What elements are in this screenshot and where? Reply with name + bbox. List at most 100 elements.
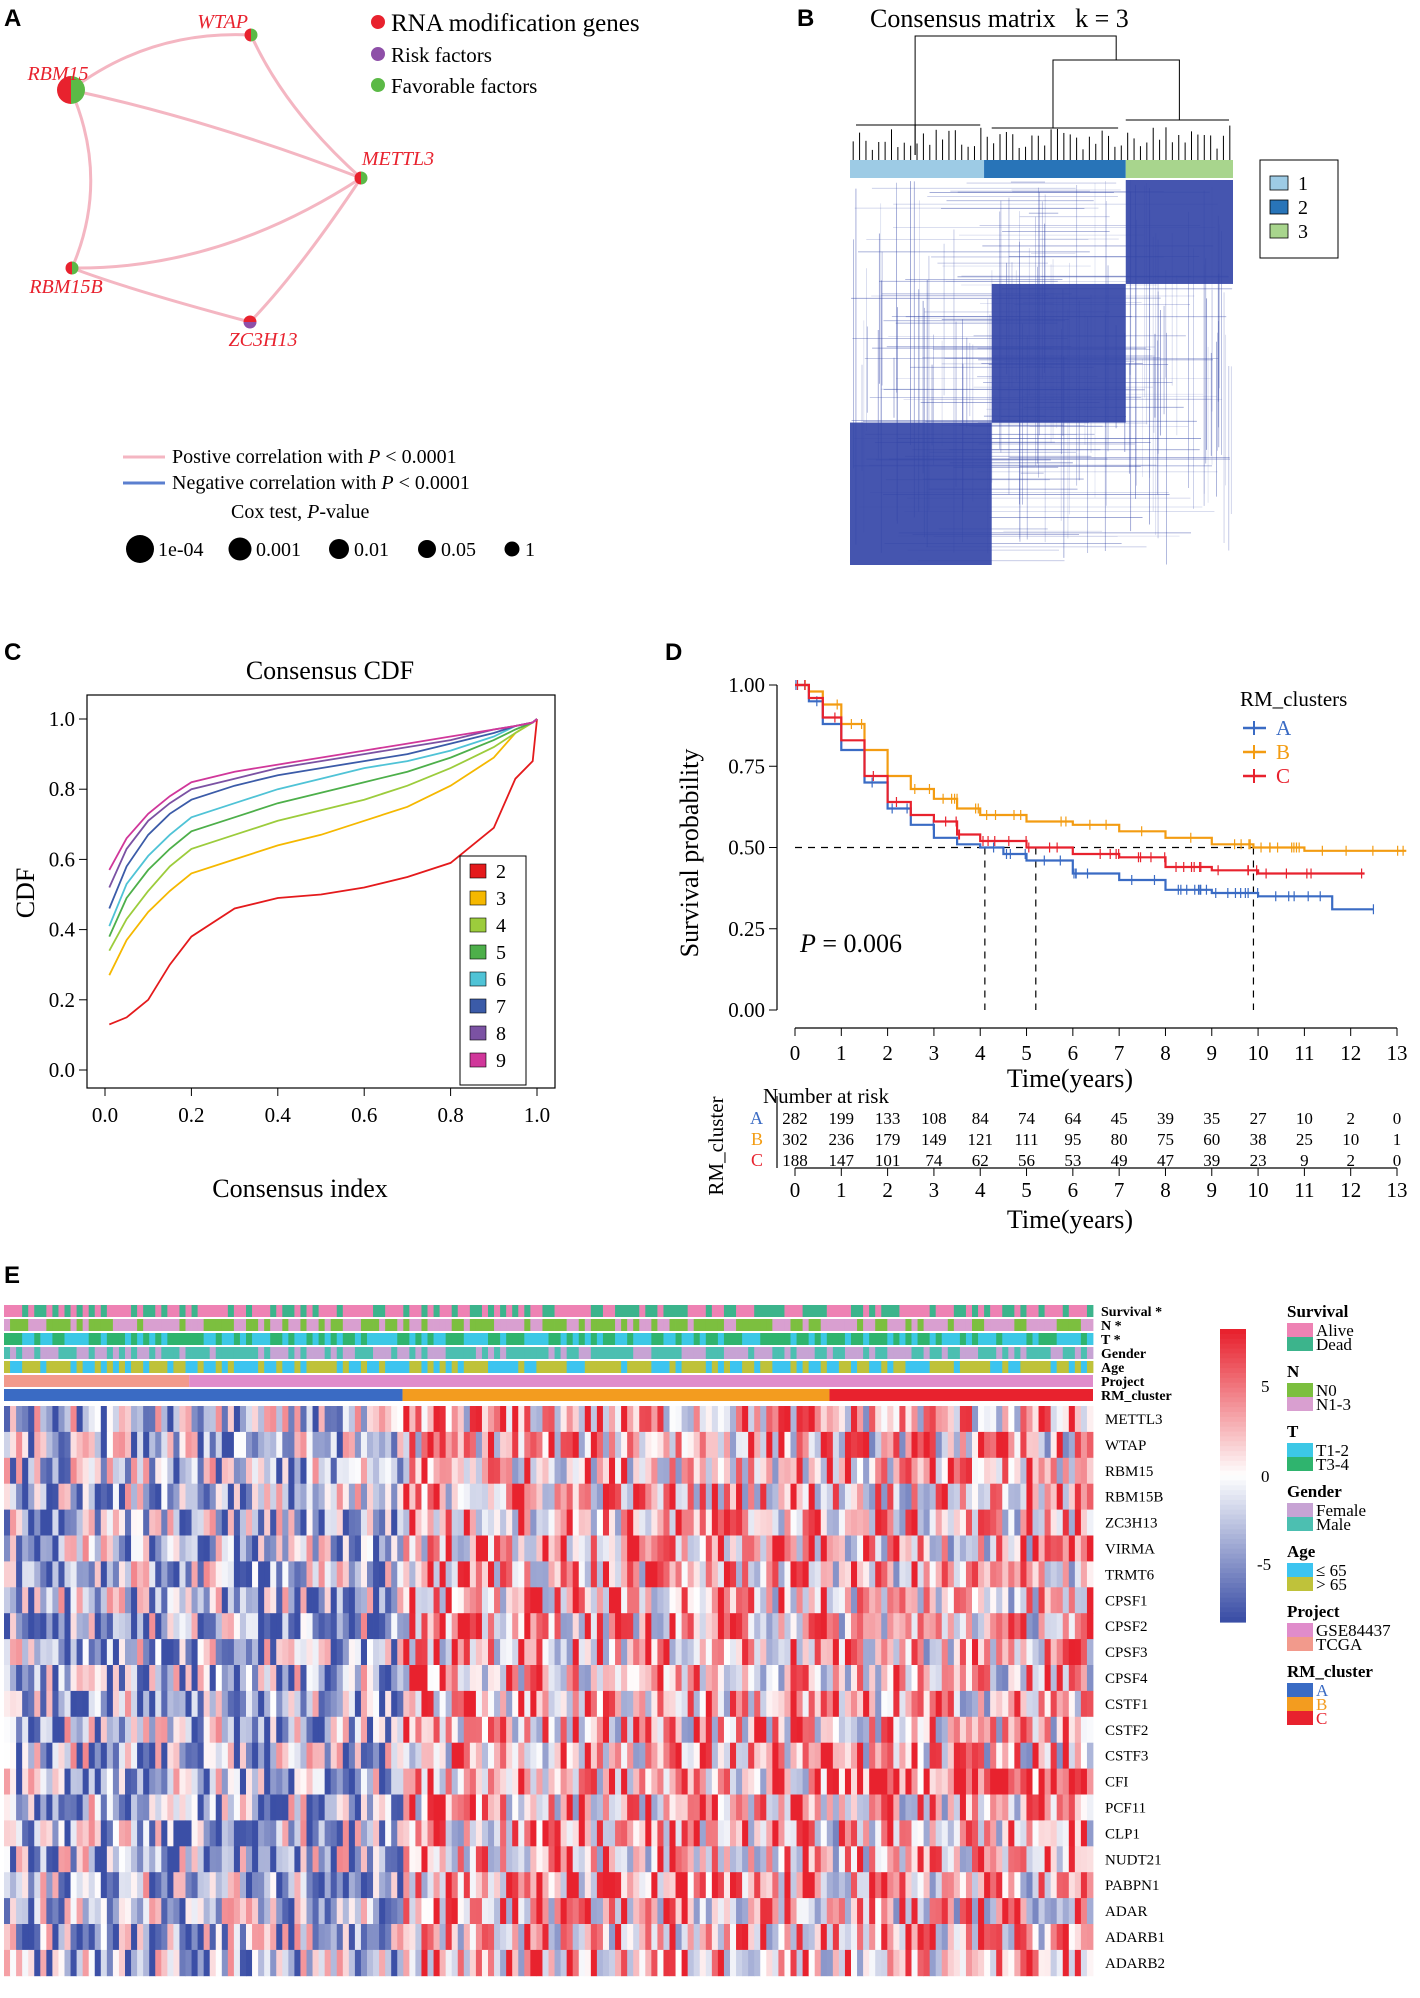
heatmap-cell — [1020, 1561, 1027, 1588]
heatmap-cell — [566, 1483, 574, 1510]
heatmap-cell — [475, 1457, 483, 1485]
heatmap-cell — [832, 1561, 840, 1588]
heatmap-cell — [1080, 1639, 1088, 1666]
heatmap-cell — [802, 1431, 810, 1459]
heatmap-cell — [469, 1820, 477, 1847]
heatmap-cell — [270, 1639, 277, 1666]
annotation-cell — [639, 1333, 646, 1345]
heatmap-cell — [584, 1431, 592, 1459]
annotation-cell — [1032, 1305, 1039, 1317]
heatmap-cell — [239, 1742, 247, 1769]
annotation-cell — [94, 1333, 102, 1345]
heatmap-cell — [723, 1561, 731, 1588]
annotation-cell — [494, 1319, 501, 1331]
heatmap-cell — [64, 1768, 71, 1795]
heatmap-cell — [294, 1535, 301, 1562]
annotation-cell — [360, 1347, 368, 1359]
heatmap-cell — [34, 1846, 41, 1873]
heatmap-cell — [814, 1406, 822, 1433]
heatmap-cell — [270, 1820, 277, 1847]
heatmap-cell — [984, 1820, 991, 1847]
heatmap-cell — [100, 1742, 108, 1769]
heatmap-cell — [633, 1665, 640, 1692]
annotation-cell — [1086, 1333, 1094, 1345]
heatmap-cell — [923, 1716, 931, 1744]
heatmap-cell — [699, 1535, 707, 1562]
heatmap-cell — [209, 1587, 217, 1614]
annotation-cell — [814, 1319, 822, 1331]
heatmap-cell — [76, 1561, 84, 1588]
heatmap-cell — [500, 1820, 507, 1847]
annotation-cell — [736, 1305, 743, 1317]
heatmap-cell — [336, 1535, 344, 1562]
annotation-cell — [379, 1361, 386, 1373]
heatmap-cell — [742, 1535, 749, 1562]
heatmap-cell — [947, 1846, 955, 1873]
annotation-cell — [935, 1347, 943, 1359]
heatmap-cell — [832, 1613, 840, 1640]
heatmap-cell — [923, 1794, 931, 1821]
heatmap-cell — [112, 1431, 120, 1459]
heatmap-cell — [433, 1690, 440, 1718]
heatmap-cell — [179, 1483, 186, 1510]
heatmap-cell — [227, 1742, 235, 1769]
heatmap-cell — [312, 1535, 319, 1562]
heatmap-cell — [996, 1846, 1003, 1873]
annotation-cell — [294, 1333, 301, 1345]
heatmap-cell — [300, 1820, 307, 1847]
heatmap-cell — [633, 1794, 640, 1821]
annotation-cell — [155, 1347, 162, 1359]
heatmap-cell — [645, 1820, 652, 1847]
heatmap-cell — [560, 1820, 568, 1847]
annotation-row-label: Project — [1101, 1375, 1145, 1390]
annotation-cell — [330, 1319, 338, 1331]
heatmap-cell — [899, 1613, 906, 1640]
heatmap-cell — [645, 1457, 652, 1485]
heatmap-cell — [270, 1431, 277, 1459]
heatmap-cell — [137, 1613, 144, 1640]
heatmap-cell — [978, 1535, 985, 1562]
heatmap-cell — [421, 1742, 428, 1769]
heatmap-cell — [330, 1587, 338, 1614]
heatmap-cell — [826, 1587, 834, 1614]
heatmap-cell — [264, 1716, 271, 1744]
heatmap-cell — [76, 1457, 84, 1485]
annotation-cell — [457, 1319, 465, 1331]
heatmap-cell — [947, 1665, 955, 1692]
heatmap-cell — [52, 1406, 59, 1433]
annotation-cell — [173, 1333, 180, 1345]
heatmap-cell — [802, 1846, 810, 1873]
heatmap-cell — [22, 1639, 29, 1666]
annotation-cell — [675, 1333, 682, 1345]
heatmap-cell — [161, 1613, 168, 1640]
heatmap-cell — [669, 1846, 676, 1873]
heatmap-cell — [621, 1613, 628, 1640]
heatmap-cell — [790, 1535, 797, 1562]
heatmap-cell — [838, 1406, 846, 1433]
heatmap-cell — [64, 1742, 71, 1769]
risk-table-x-tick-label: 0 — [790, 1178, 801, 1202]
annotation-cell — [88, 1305, 96, 1317]
heatmap-cell — [397, 1665, 404, 1692]
legend-size-label: 0.001 — [256, 539, 301, 561]
heatmap-cell — [415, 1613, 422, 1640]
heatmap-cell — [911, 1716, 918, 1744]
annotation-cell — [40, 1333, 47, 1345]
heatmap-cell — [52, 1794, 59, 1821]
annotation-cell — [131, 1305, 138, 1317]
heatmap-cell — [826, 1716, 834, 1744]
heatmap-cell — [730, 1431, 737, 1459]
heatmap-cell — [578, 1483, 586, 1510]
heatmap-cell — [457, 1587, 465, 1614]
heatmap-cell — [481, 1613, 489, 1640]
heatmap-cell — [669, 1639, 676, 1666]
heatmap-cell — [409, 1846, 416, 1873]
heatmap-cell — [10, 1457, 17, 1485]
heatmap-cell — [826, 1561, 834, 1588]
heatmap-cell — [494, 1613, 501, 1640]
heatmap-cell — [857, 1509, 864, 1536]
heatmap-cell — [808, 1665, 816, 1692]
heatmap-cell — [125, 1561, 132, 1588]
annotation-cell — [978, 1319, 985, 1331]
heatmap-cell — [723, 1535, 731, 1562]
